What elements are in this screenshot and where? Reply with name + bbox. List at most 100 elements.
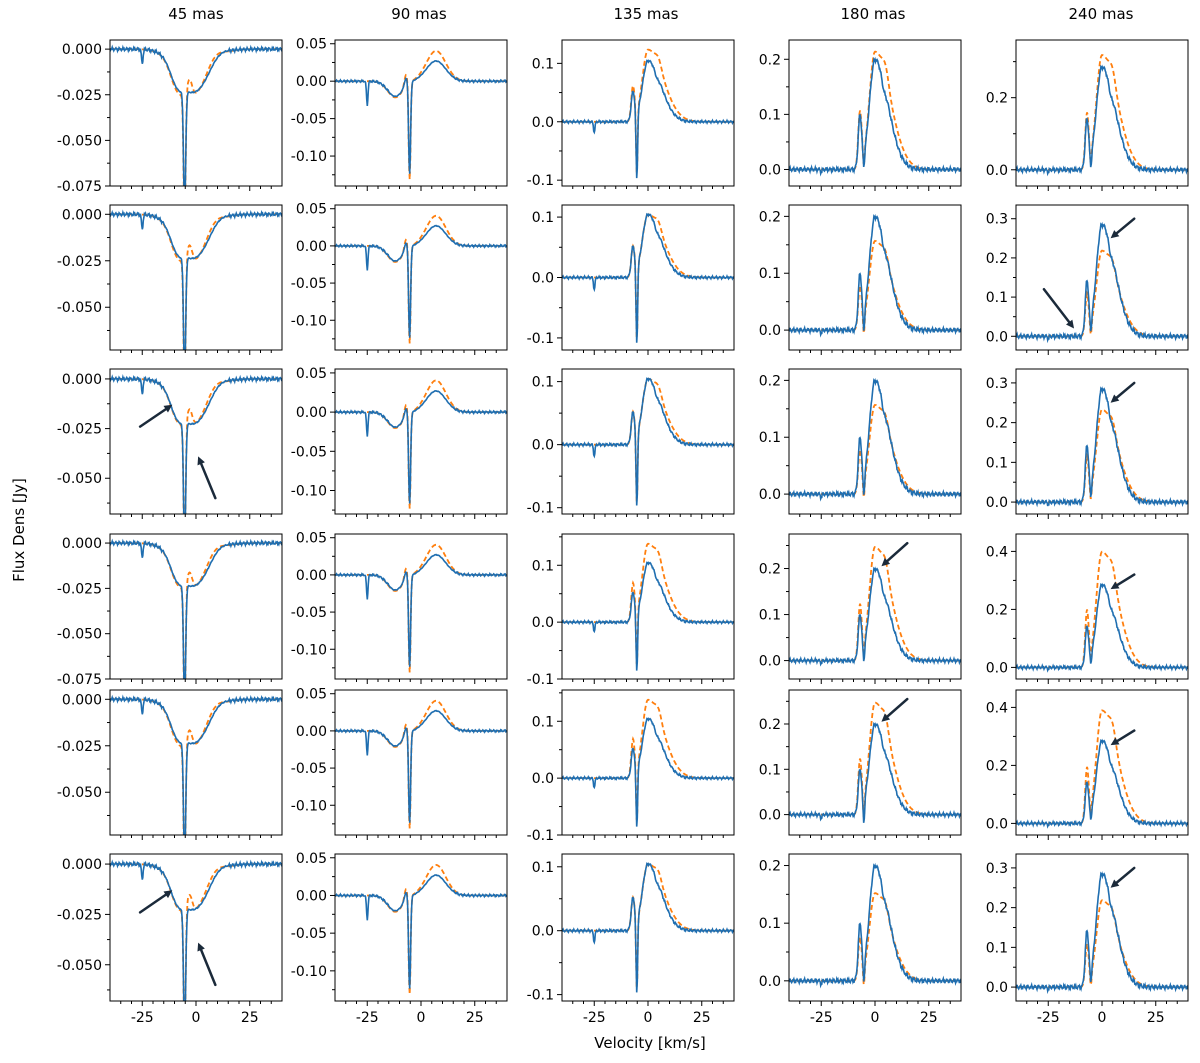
y-tick-label: 0.05 [296, 531, 327, 547]
series-group [110, 374, 282, 514]
panel-frame [1015, 533, 1189, 680]
y-tick-label: 0.000 [62, 42, 102, 58]
y-tick-label: 0.05 [296, 37, 327, 53]
y-tick-label: -0.10 [291, 313, 327, 329]
annotation-arrow [197, 942, 217, 987]
observed-series-line [110, 859, 282, 1001]
y-tick-label: -0.10 [291, 642, 327, 658]
y-tick-label: 0.1 [986, 455, 1008, 471]
panel-6-3: -25 0 25 0.1 0.0 -0.1 [527, 853, 735, 1026]
column-title: 90 mas [391, 5, 447, 23]
panel-5-3: 0.1 0.0 -0.1 [527, 689, 735, 844]
y-tick-label: 0.1 [532, 375, 554, 391]
y-tick-label: 0.05 [296, 366, 327, 382]
panels-group: 0.000-0.025-0.050-0.0750.000-0.025-0.050… [57, 37, 1189, 1026]
y-tick-label: 0.05 [296, 202, 327, 218]
y-tick-label: -0.025 [57, 422, 102, 438]
y-tick-label: 0.3 [986, 212, 1008, 228]
series-group [335, 863, 507, 995]
model-series-line [789, 892, 961, 985]
series-group [789, 213, 961, 338]
model-series-line [335, 699, 507, 829]
panel-frame [334, 689, 508, 836]
panel-2-2: 0.05 0.00 -0.05 -0.10 [291, 202, 508, 355]
panel-2-4: 0.2 0.1 0.0 [759, 204, 962, 355]
series-group [562, 542, 734, 671]
panel-4-1: 0.000 -0.025 -0.050 -0.075 [57, 533, 283, 688]
series-group [110, 44, 282, 186]
y-tick-label: -0.1 [527, 988, 554, 1004]
y-tick-label: 0.1 [532, 558, 554, 574]
y-tick-label: -0.05 [291, 761, 327, 777]
y-tick-label: -0.05 [291, 444, 327, 460]
y-tick-label: 0.1 [759, 430, 781, 446]
observed-series-line [335, 873, 507, 989]
y-tick-label: 0.0 [986, 329, 1008, 345]
series-group [1016, 54, 1188, 177]
model-series-line [789, 403, 961, 498]
y-tick-label: -0.1 [527, 828, 554, 844]
model-series-line [562, 377, 734, 502]
x-tick-label: -25 [1037, 1010, 1060, 1026]
y-tick-label: 0.05 [296, 851, 327, 867]
panel-4-5: 0.4 0.2 0.0 [986, 533, 1189, 684]
y-tick-label: 0.00 [296, 888, 327, 904]
panel-frame [334, 368, 508, 515]
y-tick-label: 0.00 [296, 724, 327, 740]
panel-5-1: 0.000 -0.025 -0.050 [57, 689, 283, 840]
observed-series-line [335, 224, 507, 338]
observed-series-line [789, 566, 961, 667]
y-tick-label: 0.1 [532, 56, 554, 72]
annotation-arrow [1110, 729, 1136, 746]
observed-series-line [110, 44, 282, 186]
series-group [562, 377, 734, 506]
y-tick-label: 0.0 [759, 323, 781, 339]
y-tick-label: 0.1 [759, 608, 781, 624]
panel-5-5: 0.4 0.2 0.0 [986, 689, 1189, 840]
panel-4-2: 0.05 0.00 -0.05 -0.10 [291, 531, 508, 684]
y-tick-label: 0.2 [759, 717, 781, 733]
series-group [1016, 550, 1188, 673]
y-tick-label: -0.050 [57, 133, 102, 149]
y-tick-label: -0.1 [527, 331, 554, 347]
x-tick-label: -25 [810, 1010, 833, 1026]
panel-3-5: 0.3 0.2 0.1 0.0 [986, 368, 1189, 519]
model-series-line [1016, 408, 1188, 504]
series-group [789, 50, 961, 177]
y-tick-label: 0.00 [296, 239, 327, 255]
y-tick-label: -0.050 [57, 471, 102, 487]
observed-series-line [1016, 738, 1188, 829]
column-title: 45 mas [168, 5, 224, 23]
panel-frame [561, 689, 735, 836]
y-tick-label: 0.0 [532, 438, 554, 454]
y-tick-label: 0.0 [532, 924, 554, 940]
y-tick-label: -0.025 [57, 739, 102, 755]
series-group [335, 699, 507, 829]
observed-series-line [562, 212, 734, 343]
y-tick-label: 0.2 [986, 251, 1008, 267]
x-tick-label: 25 [241, 1010, 259, 1026]
y-tick-label: 0.1 [532, 860, 554, 876]
series-group [335, 543, 507, 673]
column-title: 180 mas [840, 5, 905, 23]
model-series-line [335, 863, 507, 995]
model-series-line [335, 543, 507, 673]
y-tick-label: 0.2 [759, 859, 781, 875]
column-title: 240 mas [1068, 5, 1133, 23]
y-tick-label: 0.3 [986, 861, 1008, 877]
y-tick-label: 0.1 [759, 762, 781, 778]
series-group [110, 694, 282, 835]
model-series-line [1016, 249, 1188, 338]
y-tick-label: -0.050 [57, 300, 102, 316]
column-title: 135 mas [613, 5, 678, 23]
y-tick-label: 0.2 [759, 562, 781, 578]
observed-series-line [110, 374, 282, 514]
y-tick-label: 0.2 [986, 602, 1008, 618]
series-group [110, 538, 282, 679]
model-series-line [789, 50, 961, 171]
column-titles: 45 mas 90 mas 135 mas 180 mas 240 mas [168, 5, 1133, 23]
annotation-arrow [1110, 217, 1136, 239]
series-group [789, 701, 961, 823]
annotation-arrow [1110, 381, 1136, 403]
observed-series-line [789, 377, 961, 502]
